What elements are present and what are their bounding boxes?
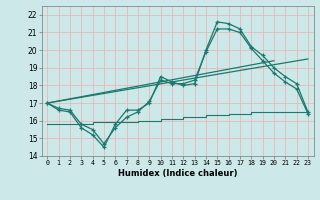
X-axis label: Humidex (Indice chaleur): Humidex (Indice chaleur): [118, 169, 237, 178]
